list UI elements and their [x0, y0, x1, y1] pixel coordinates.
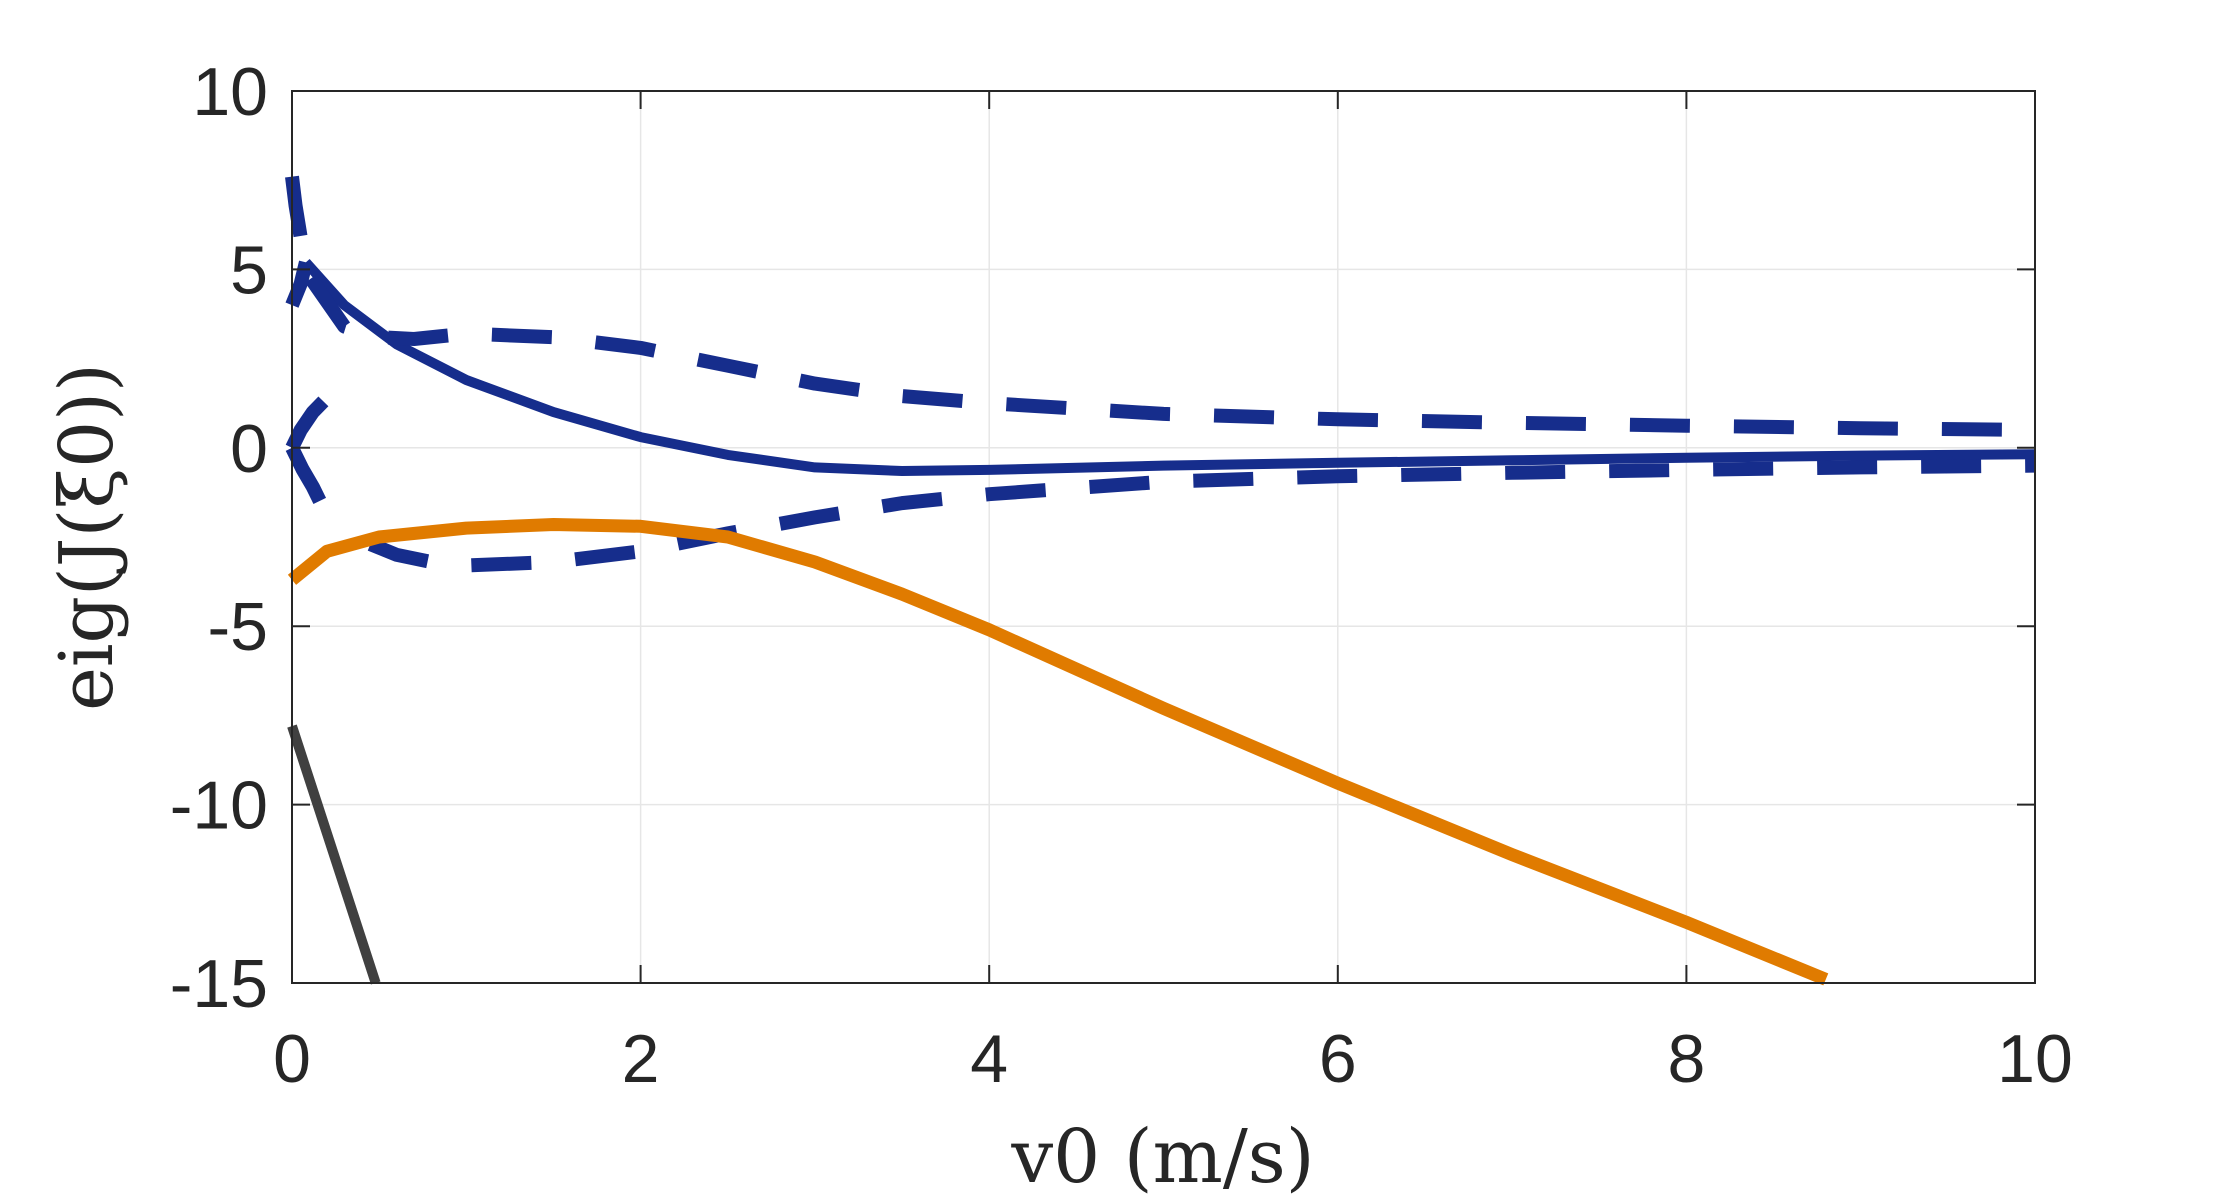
y-tick-label: 0	[230, 411, 268, 487]
series-gray	[287, 724, 381, 985]
series-blue-dashed-middle	[285, 444, 330, 512]
x-tick-label: 10	[1997, 1021, 2073, 1097]
x-tick-label: 8	[1667, 1021, 1705, 1097]
x-tick-label: 0	[273, 1021, 311, 1097]
y-tick-label: 5	[230, 232, 268, 308]
series-blue-dashed-upper	[285, 175, 2036, 437]
y-tick-label: 10	[192, 54, 268, 130]
y-tick-labels: -15 -10 -5 0 5 10	[170, 54, 268, 1022]
x-tick-label: 6	[1319, 1021, 1357, 1097]
tick-marks	[291, 90, 2036, 984]
y-tick-label: -10	[170, 768, 268, 844]
axes-frame	[291, 90, 2036, 984]
y-tick-label: -5	[208, 589, 268, 665]
series-blue-dashed-middle-top	[285, 396, 329, 451]
y-tick-label: -15	[170, 946, 268, 1022]
plot-area	[292, 91, 2035, 983]
x-tick-label: 2	[622, 1021, 660, 1097]
series-blue-solid	[302, 258, 2036, 476]
y-axis-label: eig(J(ξ0))	[44, 363, 130, 711]
x-tick-labels: 0 2 4 6 8 10	[273, 1021, 2073, 1097]
series-orange	[287, 518, 1829, 986]
x-tick-label: 4	[970, 1021, 1008, 1097]
x-axis-label: v0 (m/s)	[1010, 1114, 1314, 1196]
